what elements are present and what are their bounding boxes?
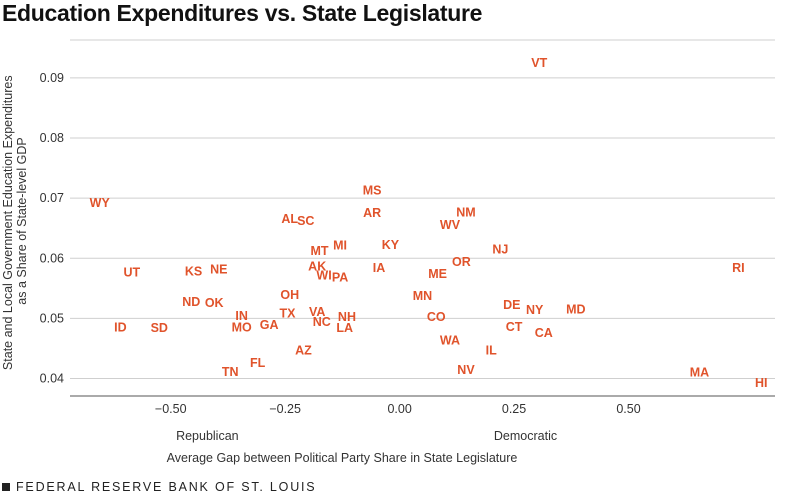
- data-point-mi: MI: [333, 239, 347, 253]
- data-point-va: VA: [309, 305, 325, 319]
- data-point-ma: MA: [690, 366, 709, 380]
- x-tick-label: 0.00: [387, 402, 411, 416]
- data-point-ca: CA: [535, 326, 553, 340]
- y-tick-label: 0.06: [40, 251, 64, 265]
- data-point-mn: MN: [413, 289, 432, 303]
- data-point-wv: WV: [440, 218, 461, 232]
- data-point-ga: GA: [260, 318, 279, 332]
- data-point-ms: MS: [363, 183, 382, 197]
- data-point-ut: UT: [123, 266, 140, 280]
- data-point-co: CO: [427, 310, 446, 324]
- data-point-al: AL: [281, 212, 298, 226]
- x-tick-label: −0.50: [155, 402, 187, 416]
- data-point-mo: MO: [232, 320, 252, 334]
- data-point-sc: SC: [297, 214, 314, 228]
- data-point-ky: KY: [382, 238, 400, 252]
- y-tick-label: 0.05: [40, 311, 64, 325]
- data-point-wy: WY: [90, 196, 111, 210]
- data-point-ia: IA: [373, 261, 386, 275]
- data-point-ar: AR: [363, 206, 381, 220]
- x-tick-label: 0.25: [502, 402, 526, 416]
- y-tick-label: 0.09: [40, 71, 64, 85]
- x-direction-label-republican: Republican: [176, 429, 239, 443]
- data-point-ak: AK: [308, 260, 326, 274]
- data-point-nj: NJ: [492, 242, 508, 256]
- data-point-ks: KS: [185, 265, 202, 279]
- data-point-ri: RI: [732, 261, 745, 275]
- data-point-tn: TN: [222, 365, 239, 379]
- y-axis-title-line-1: State and Local Government Education Exp…: [1, 75, 15, 370]
- y-tick-label: 0.04: [40, 372, 64, 386]
- data-point-in: IN: [235, 309, 248, 323]
- data-point-me: ME: [428, 267, 447, 281]
- data-point-ne: NE: [210, 263, 227, 277]
- data-point-nd: ND: [182, 295, 200, 309]
- data-point-ct: CT: [506, 320, 523, 334]
- data-point-wi: WI: [316, 269, 331, 283]
- data-point-or: OR: [452, 255, 471, 269]
- data-point-la: LA: [336, 321, 353, 335]
- x-tick-label: −0.25: [269, 402, 301, 416]
- data-point-vt: VT: [531, 56, 547, 70]
- data-point-il: IL: [486, 343, 497, 357]
- data-point-nc: NC: [313, 315, 331, 329]
- y-tick-label: 0.08: [40, 131, 64, 145]
- data-point-wa: WA: [440, 334, 460, 348]
- data-point-md: MD: [566, 302, 585, 316]
- data-point-ny: NY: [526, 303, 544, 317]
- chart-title: Education Expenditures vs. State Legisla…: [2, 0, 483, 26]
- data-point-sd: SD: [151, 321, 168, 335]
- data-point-fl: FL: [250, 356, 266, 370]
- data-point-az: AZ: [295, 343, 312, 357]
- gridlines: [70, 39, 775, 380]
- footer-square-icon: [2, 483, 10, 491]
- x-axis-title: Average Gap between Political Party Shar…: [167, 451, 518, 465]
- data-point-nv: NV: [457, 363, 475, 377]
- data-point-mt: MT: [310, 244, 328, 258]
- data-point-hi: HI: [755, 376, 768, 390]
- data-point-id: ID: [114, 320, 127, 334]
- footer-text: FEDERAL RESERVE BANK OF ST. LOUIS: [16, 480, 317, 494]
- data-point-tx: TX: [279, 307, 296, 321]
- y-axis-title: State and Local Government Education Exp…: [1, 72, 29, 370]
- footer-source: FEDERAL RESERVE BANK OF ST. LOUIS: [2, 480, 316, 494]
- y-tick-label: 0.07: [40, 191, 64, 205]
- x-tick-label: 0.50: [616, 402, 640, 416]
- data-point-oh: OH: [280, 288, 299, 302]
- y-tick-labels: 0.04 0.05 0.06 0.07 0.08 0.09: [40, 71, 64, 386]
- data-point-nm: NM: [456, 206, 475, 220]
- data-point-ok: OK: [205, 296, 224, 310]
- data-point-de: DE: [503, 298, 520, 312]
- data-point-nh: NH: [338, 310, 356, 324]
- x-direction-label-democratic: Democratic: [494, 429, 557, 443]
- x-tick-labels: −0.50 −0.25 0.00 0.25 0.50: [155, 402, 641, 416]
- data-point-pa: PA: [332, 271, 348, 285]
- y-axis-title-line-2: as a Share of State-level GDP: [15, 137, 29, 304]
